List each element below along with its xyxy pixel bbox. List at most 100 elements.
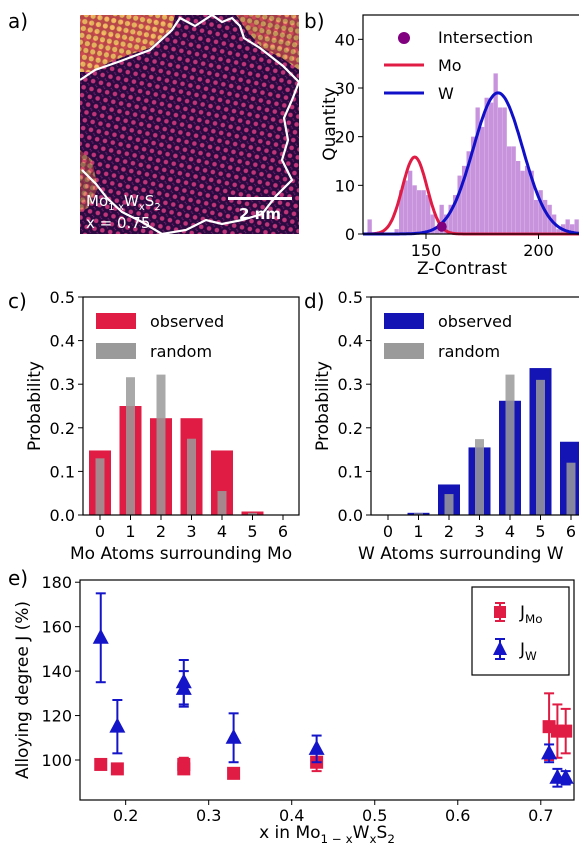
- plot-frame: [370, 296, 579, 516]
- x-tick-label: 0: [383, 522, 393, 541]
- x-tick-label: 5: [535, 522, 545, 541]
- histogram-bar: [408, 170, 413, 234]
- scale-bar-label: 2 nm: [239, 205, 281, 223]
- y-tick-label: 0.3: [50, 375, 75, 394]
- histogram-bar: [439, 204, 444, 234]
- bar-random: [217, 491, 227, 515]
- chart-e-alloying: 100 120 140 160 180 0.2 0.3 0.4 0.5 0.6 0.7 x in Mo…: [13, 573, 575, 845]
- panel-label-d: d): [304, 289, 325, 313]
- legend-label: Mo: [438, 56, 462, 75]
- legend-marker: [398, 32, 410, 44]
- histogram-bar: [480, 126, 485, 234]
- y-tick-label: 10: [335, 176, 355, 195]
- y-tick-label: 180: [41, 573, 72, 592]
- y-axis-label: Alloying degree J (%): [13, 601, 33, 779]
- legend-label-jw: JW: [519, 640, 537, 663]
- y-tick-label: 30: [335, 79, 355, 98]
- grain-boundary-outline: [79, 13, 301, 236]
- point-jw: [225, 728, 242, 744]
- histogram-bar: [430, 214, 435, 234]
- histogram-bar: [399, 190, 404, 234]
- histogram-bar: [493, 73, 498, 235]
- histogram-bar: [421, 190, 426, 234]
- y-axis-label: Probability: [25, 361, 45, 451]
- y-tick-label: 0.1: [50, 462, 75, 481]
- y-tick-label: 0.2: [338, 419, 363, 438]
- y-tick-label: 0.0: [50, 506, 75, 525]
- legend-swatch: [96, 313, 136, 329]
- legend-box: [471, 586, 570, 676]
- point-jw: [557, 768, 574, 784]
- x-tick-label: 0.7: [528, 806, 553, 825]
- x-tick-label: 3: [186, 522, 196, 541]
- legend-label: W: [438, 84, 454, 103]
- histogram-bar: [574, 219, 579, 234]
- histogram-bar: [471, 136, 476, 234]
- y-tick-label: 0.4: [50, 332, 75, 351]
- y-tick-label: 0.5: [50, 288, 75, 307]
- x-tick-label: 2: [444, 522, 454, 541]
- stem-image: Mo1-xWxS2 x = 0.75 2 nm: [79, 13, 301, 236]
- x-tick-label: 2: [156, 522, 166, 541]
- bar-random: [566, 462, 576, 515]
- x-tick-label: 6: [278, 522, 288, 541]
- legend-swatch: [384, 313, 424, 329]
- histogram-bar: [475, 107, 480, 234]
- panel-label-c: c): [8, 289, 27, 313]
- histogram-bar: [403, 180, 408, 234]
- bar-random: [248, 512, 257, 515]
- bar-random: [444, 494, 454, 515]
- point-jmo: [110, 762, 124, 776]
- x-tick-label: 0.6: [445, 806, 470, 825]
- histogram-bar: [511, 146, 516, 234]
- bar-random: [475, 439, 484, 515]
- histogram-bar: [565, 219, 570, 234]
- y-tick-label: 120: [41, 707, 72, 726]
- legend-label: Intersection: [438, 28, 533, 47]
- y-tick-label: 0.1: [338, 462, 363, 481]
- chart-d-w-bars: 0 1 2 3 4 5 6 0.0 0.1 0.2 0.3 0.4 0.5 W Atoms surroun…: [313, 288, 579, 564]
- histogram-bar: [507, 146, 512, 234]
- legend-label: observed: [438, 312, 512, 331]
- x-tick-label: 4: [217, 522, 227, 541]
- legend-label-jmo: JMo: [519, 603, 543, 626]
- panel-label-e: e): [8, 566, 28, 590]
- x-tick-label: 4: [505, 522, 515, 541]
- histogram-bar: [466, 151, 471, 234]
- histogram-bar: [417, 190, 422, 234]
- histogram-bar: [520, 170, 525, 234]
- y-tick-label: 160: [41, 618, 72, 637]
- point-jw: [92, 628, 109, 644]
- histogram-bar: [453, 195, 458, 234]
- x-value-label: x = 0.75: [86, 214, 150, 232]
- x-tick-label: 3: [474, 522, 484, 541]
- legend-marker-jw: [493, 641, 507, 655]
- bar-random: [414, 513, 423, 515]
- panel-label-a: a): [8, 9, 28, 33]
- histogram-bar: [502, 107, 507, 234]
- histogram-bar: [448, 204, 453, 234]
- y-tick-label: 140: [41, 662, 72, 681]
- point-jmo: [559, 724, 573, 738]
- chart-c-mo-bars: 0 1 2 3 4 5 6 0.0 0.1 0.2 0.3 0.4 0.5 Mo Atoms surrou…: [25, 288, 300, 564]
- histogram-bar: [394, 229, 399, 234]
- histogram-bar: [489, 102, 494, 234]
- x-tick-label: 0.5: [362, 806, 387, 825]
- x-axis-label: W Atoms surrounding W: [358, 544, 564, 564]
- composition-label: Mo1-xWxS2: [86, 192, 161, 213]
- histogram-bar: [498, 107, 503, 234]
- histogram-bar: [426, 195, 431, 234]
- x-axis-label: Z-Contrast: [417, 259, 507, 279]
- x-tick-label: 0.2: [113, 806, 138, 825]
- plot-frame: [79, 579, 575, 801]
- y-tick-label: 40: [335, 30, 355, 49]
- bar-observed: [211, 450, 233, 515]
- plot-frame: [362, 14, 579, 235]
- histogram-bar: [525, 165, 530, 234]
- y-tick-label: 0.0: [338, 506, 363, 525]
- point-jw: [308, 739, 325, 755]
- histogram-bar: [367, 219, 372, 234]
- panel-label-b: b): [304, 9, 325, 33]
- histogram-bar: [484, 97, 489, 234]
- bar-random: [156, 374, 166, 515]
